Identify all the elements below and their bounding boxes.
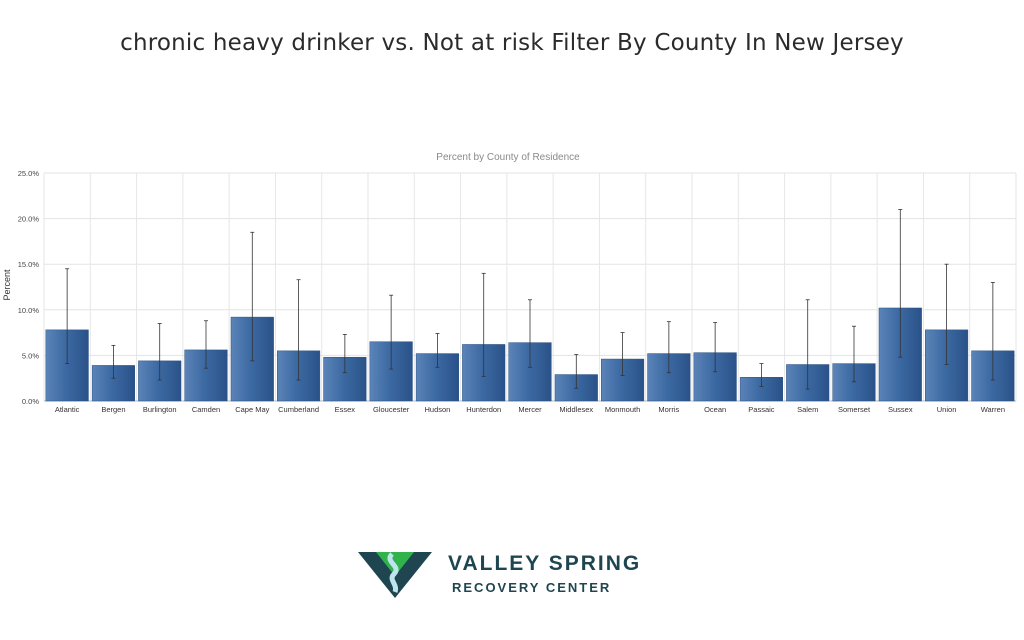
x-tick-label: Ocean — [704, 405, 726, 414]
x-tick-label: Cape May — [235, 405, 269, 414]
x-tick-label: Morris — [658, 405, 679, 414]
x-tick-label: Camden — [192, 405, 220, 414]
x-tick-label: Atlantic — [55, 405, 80, 414]
x-tick-label: Hunterdon — [466, 405, 501, 414]
y-tick-label: 25.0% — [18, 169, 40, 178]
x-tick-label: Burlington — [143, 405, 177, 414]
brand-subtitle: RECOVERY CENTER — [452, 580, 612, 595]
y-axis-ticks: 0.0% 5.0% 10.0% 15.0% 20.0% 25.0% — [18, 169, 40, 406]
x-tick-label: Cumberland — [278, 405, 319, 414]
x-tick-label: Passaic — [748, 405, 775, 414]
x-tick-label: Monmouth — [605, 405, 640, 414]
x-tick-label: Bergen — [101, 405, 125, 414]
x-tick-label: Warren — [981, 405, 1005, 414]
x-tick-label: Hudson — [424, 405, 450, 414]
bar-chart: Percent by County of Residence Percent 0… — [2, 152, 1017, 414]
brand-name: VALLEY SPRING — [448, 552, 642, 575]
y-tick-label: 10.0% — [18, 306, 40, 315]
x-axis-ticks: Atlantic Bergen Burlington Camden Cape May Cu… — [55, 405, 1005, 414]
x-tick-label: Salem — [797, 405, 818, 414]
valley-spring-logo-icon — [358, 552, 432, 598]
y-axis-label: Percent — [2, 269, 12, 301]
x-tick-label: Gloucester — [373, 405, 410, 414]
x-tick-label: Sussex — [888, 405, 913, 414]
x-tick-label: Essex — [335, 405, 356, 414]
y-tick-label: 5.0% — [22, 351, 39, 360]
chart-error-bars — [65, 209, 995, 390]
x-tick-label: Union — [937, 405, 957, 414]
y-tick-label: 0.0% — [22, 397, 39, 406]
chart-title: Percent by County of Residence — [436, 152, 580, 163]
x-tick-label: Mercer — [518, 405, 542, 414]
y-tick-label: 15.0% — [18, 260, 40, 269]
brand-logo: VALLEY SPRING RECOVERY CENTER — [358, 550, 678, 600]
y-tick-label: 20.0% — [18, 215, 40, 224]
x-tick-label: Middlesex — [559, 405, 593, 414]
x-tick-label: Somerset — [838, 405, 871, 414]
page-title: chronic heavy drinker vs. Not at risk Fi… — [120, 30, 904, 56]
